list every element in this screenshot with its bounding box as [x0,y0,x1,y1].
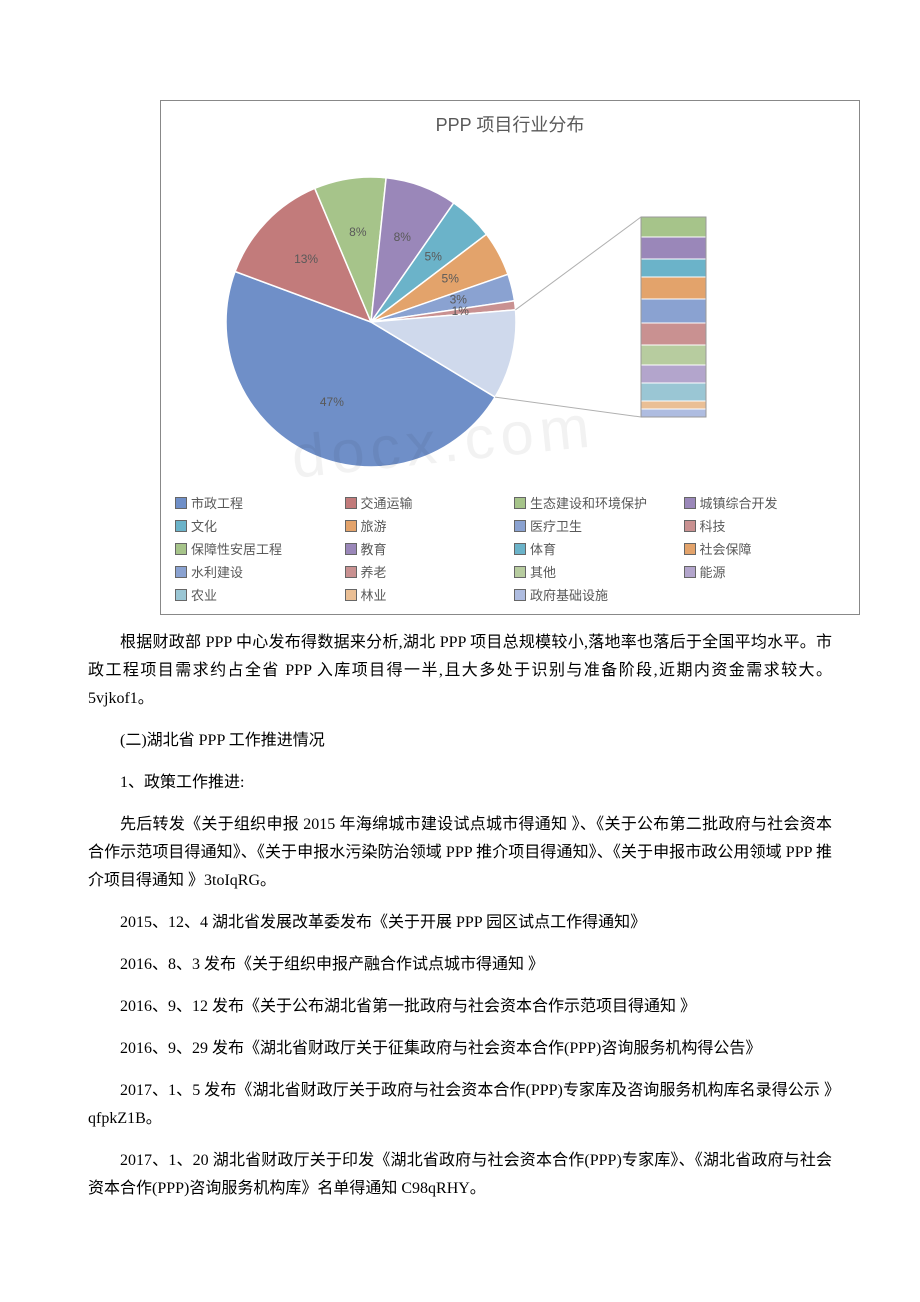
svg-text:5%: 5% [425,249,443,263]
pie-chart-container: PPP 项目行业分布 docx.com 47%13%8%8%5%5%3%1% 市… [160,100,860,615]
svg-text:5%: 5% [442,272,460,286]
legend-swatch [514,520,526,532]
legend-label: 交通运输 [361,493,413,512]
legend-item: 文化 [175,516,337,535]
legend-item: 教育 [345,539,507,558]
svg-text:1%: 1% [452,304,470,318]
legend-label: 科技 [700,516,726,535]
legend-item: 养老 [345,562,507,581]
legend-label: 教育 [361,539,387,558]
legend-label: 市政工程 [191,493,243,512]
legend-label: 旅游 [361,516,387,535]
paragraph: 2015、12、4 湖北省发展改革委发布《关于开展 PPP 园区试点工作得通知》 [88,909,832,937]
svg-text:8%: 8% [394,230,412,244]
legend-item: 科技 [684,516,846,535]
legend-swatch [345,566,357,578]
legend-label: 农业 [191,585,217,604]
page: PPP 项目行业分布 docx.com 47%13%8%8%5%5%3%1% 市… [0,100,920,1257]
legend-item: 交通运输 [345,493,507,512]
legend-swatch [684,543,696,555]
legend-swatch [345,497,357,509]
paragraph: 先后转发《关于组织申报 2015 年海绵城市建设试点城市得通知 》、《关于公布第… [88,811,832,895]
legend-item: 城镇综合开发 [684,493,846,512]
legend-label: 其他 [530,562,556,581]
legend-label: 文化 [191,516,217,535]
legend-item: 农业 [175,585,337,604]
chart-title: PPP 项目行业分布 [171,111,849,137]
paragraph: 根据财政部 PPP 中心发布得数据来分析,湖北 PPP 项目总规模较小,落地率也… [88,629,832,713]
legend-swatch [175,497,187,509]
paragraph: 2017、1、5 发布《湖北省财政厅关于政府与社会资本合作(PPP)专家库及咨询… [88,1077,832,1133]
legend-item: 生态建设和环境保护 [514,493,676,512]
legend-item: 社会保障 [684,539,846,558]
legend-swatch [514,543,526,555]
legend-item: 政府基础设施 [514,585,676,604]
legend-label: 体育 [530,539,556,558]
legend-label: 能源 [700,562,726,581]
legend-swatch [514,497,526,509]
legend-swatch [514,589,526,601]
legend-item: 医疗卫生 [514,516,676,535]
legend-item: 体育 [514,539,676,558]
legend-item: 水利建设 [175,562,337,581]
chart-legend: 市政工程 交通运输 生态建设和环境保护 城镇综合开发文化 旅游 医疗卫生 科技保障性安居工程… [171,487,849,606]
legend-swatch [175,543,187,555]
paragraph: 1、政策工作推进: [88,769,832,797]
legend-swatch [684,566,696,578]
legend-swatch [514,566,526,578]
svg-text:47%: 47% [320,395,344,409]
legend-item: 林业 [345,585,507,604]
legend-item: 旅游 [345,516,507,535]
legend-label: 保障性安居工程 [191,539,282,558]
paragraph: (二)湖北省 PPP 工作推进情况 [88,727,832,755]
legend-label: 养老 [361,562,387,581]
legend-item: 市政工程 [175,493,337,512]
legend-item: 其他 [514,562,676,581]
legend-swatch [175,520,187,532]
pie-chart-area: docx.com 47%13%8%8%5%5%3%1% [171,147,849,487]
legend-label: 社会保障 [700,539,752,558]
legend-swatch [345,520,357,532]
legend-label: 政府基础设施 [530,585,608,604]
paragraph: 2016、9、12 发布《关于公布湖北省第一批政府与社会资本合作示范项目得通知 … [88,993,832,1021]
legend-swatch [345,589,357,601]
paragraph: 2016、9、29 发布《湖北省财政厅关于征集政府与社会资本合作(PPP)咨询服… [88,1035,832,1063]
legend-label: 林业 [361,585,387,604]
legend-swatch [175,566,187,578]
pie-svg: 47%13%8%8%5%5%3%1% [171,147,831,487]
legend-swatch [175,589,187,601]
svg-text:8%: 8% [349,225,367,239]
paragraph: 2017、1、20 湖北省财政厅关于印发《湖北省政府与社会资本合作(PPP)专家… [88,1147,832,1203]
legend-label: 城镇综合开发 [700,493,778,512]
legend-item: 保障性安居工程 [175,539,337,558]
svg-text:13%: 13% [294,252,318,266]
legend-label: 生态建设和环境保护 [530,493,647,512]
legend-swatch [684,520,696,532]
legend-label: 水利建设 [191,562,243,581]
legend-item: 能源 [684,562,846,581]
paragraph: 2016、8、3 发布《关于组织申报产融合作试点城市得通知 》 [88,951,832,979]
legend-label: 医疗卫生 [530,516,582,535]
legend-swatch [684,497,696,509]
legend-swatch [345,543,357,555]
body-text: 根据财政部 PPP 中心发布得数据来分析,湖北 PPP 项目总规模较小,落地率也… [0,615,920,1203]
